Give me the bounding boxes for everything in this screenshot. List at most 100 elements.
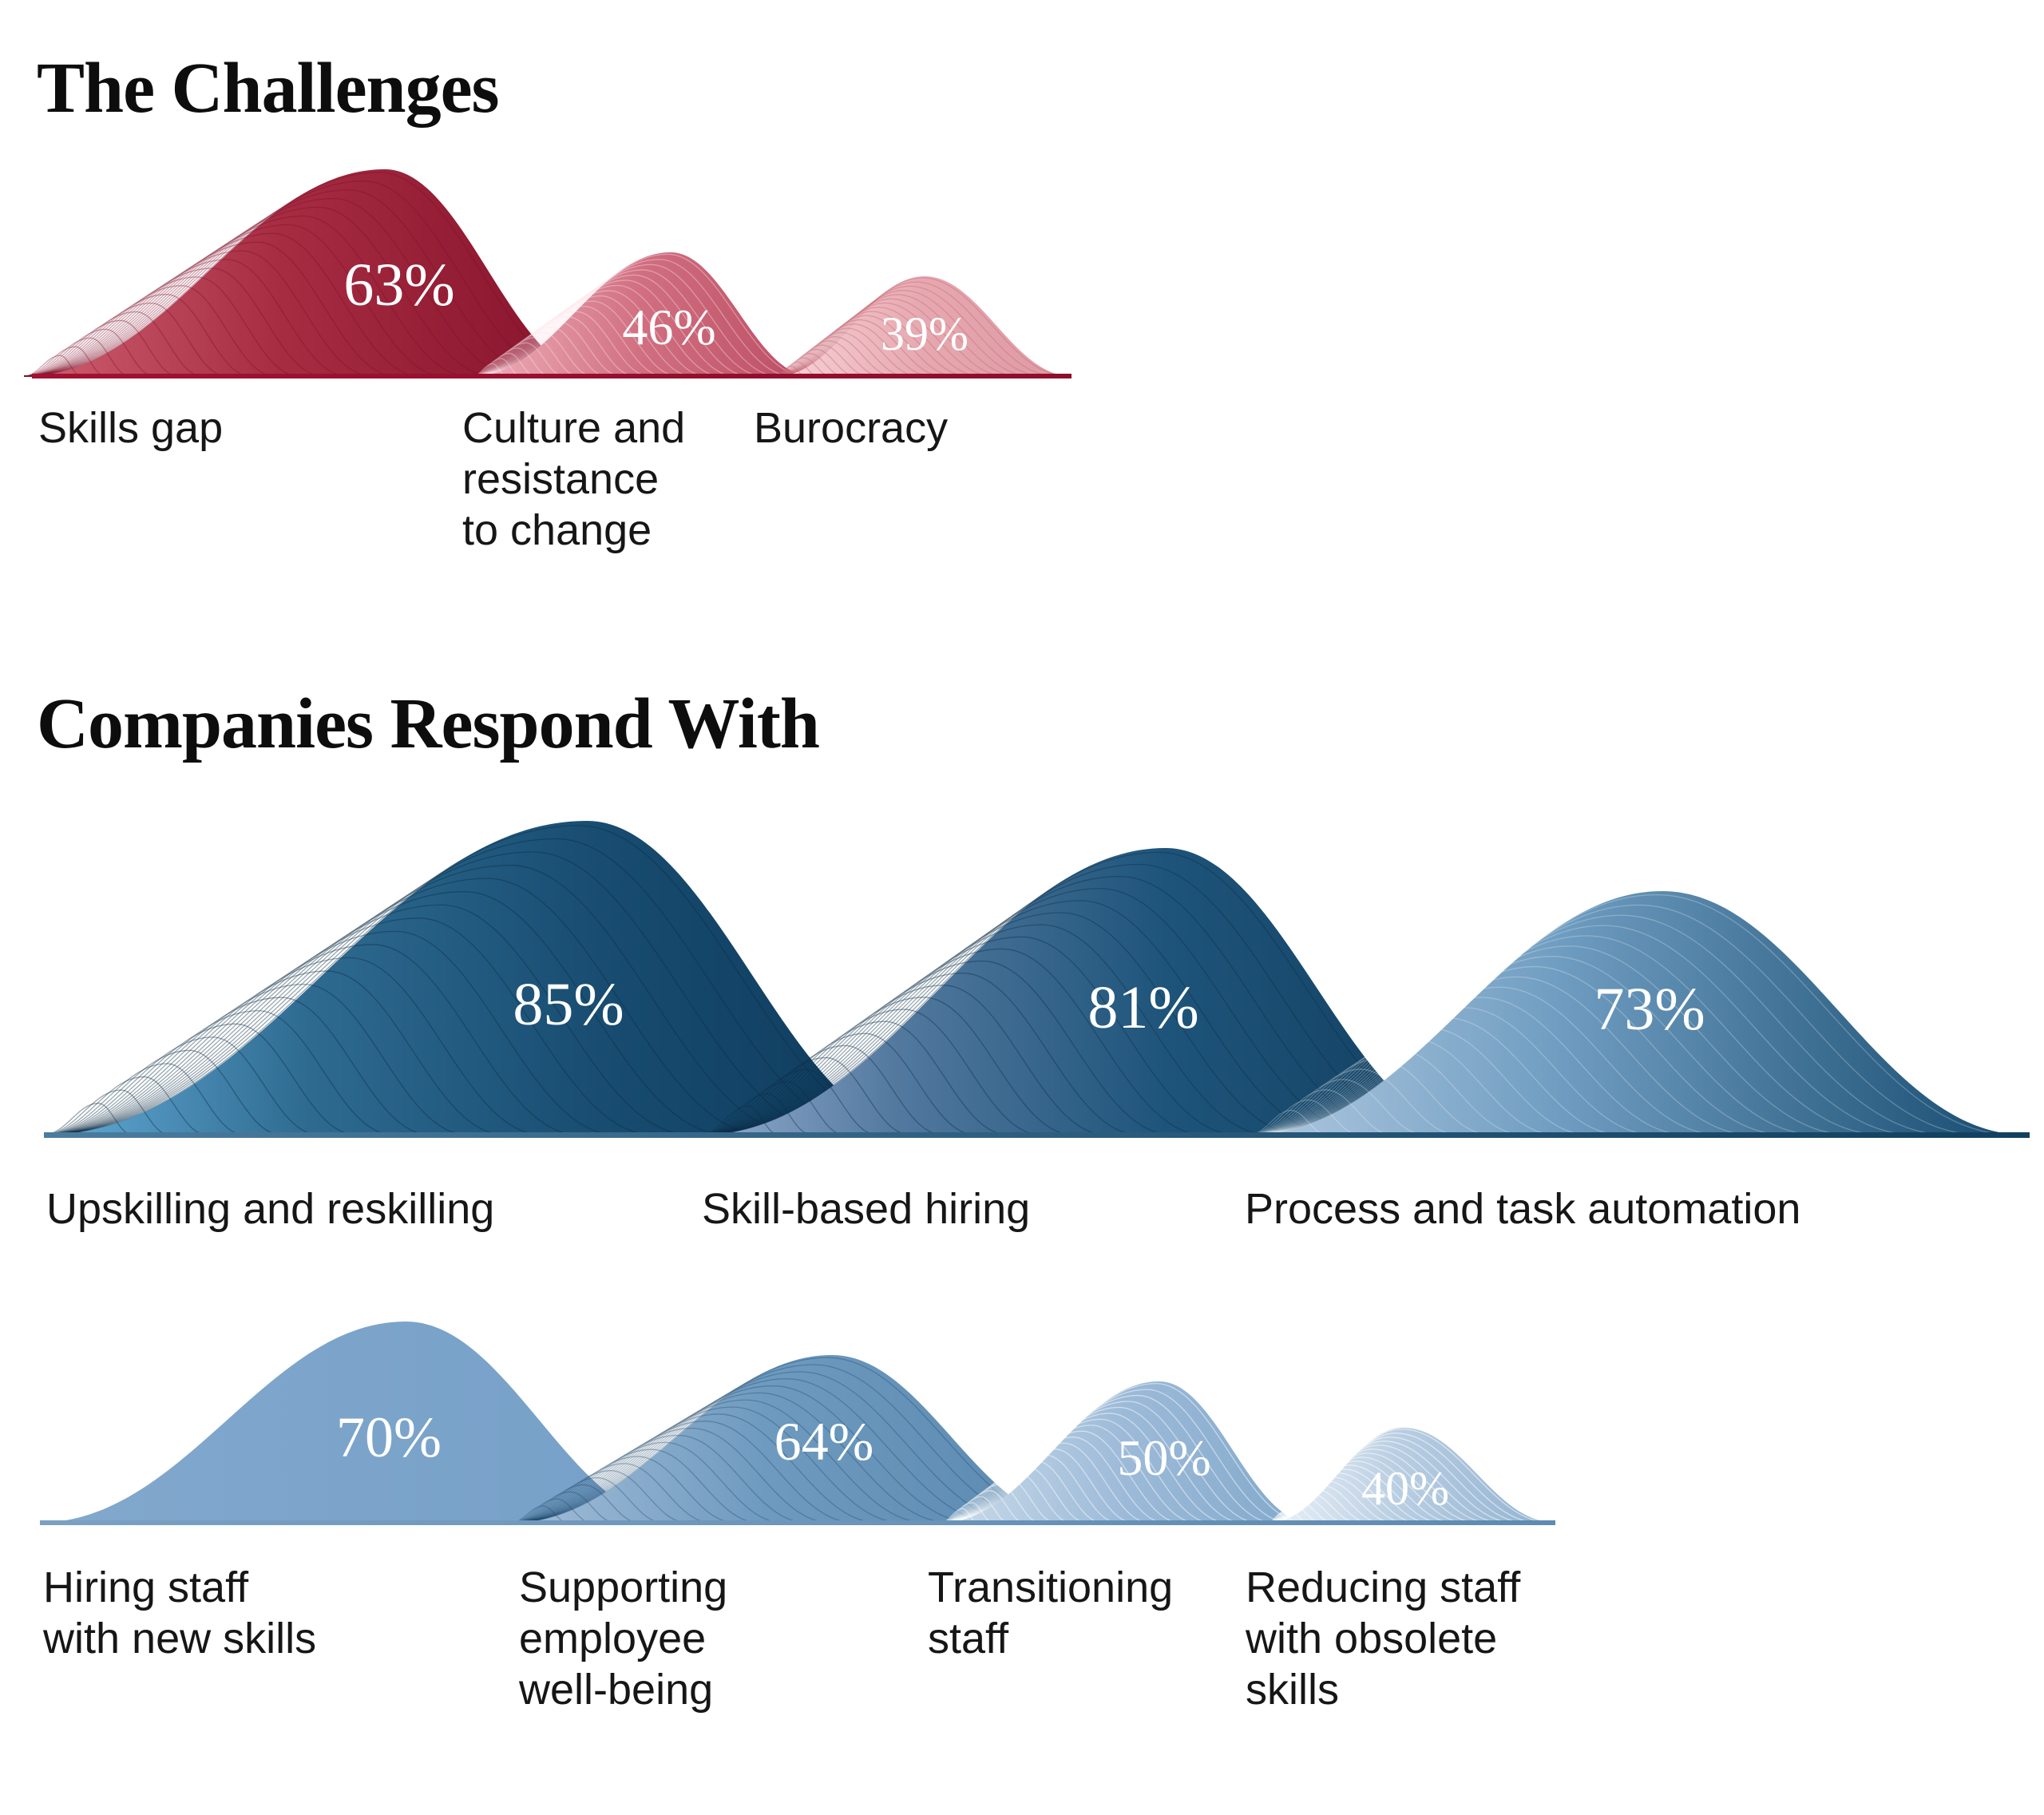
category-label-line: Upskilling and reskilling (46, 1185, 495, 1233)
hill-contour-line (24, 224, 444, 376)
hill-contour-line (701, 901, 1335, 1135)
hill-contour-line (511, 1464, 711, 1523)
hill-contour-line (473, 254, 806, 376)
chart-row-0: 63% 46% 39% (24, 169, 1072, 378)
hill-contour-line (776, 307, 980, 376)
hill-contour-line (473, 338, 578, 376)
category-label: Transitioning staff (928, 1562, 1173, 1664)
hill-contour-line (701, 1033, 975, 1135)
hill-contour-line (473, 264, 778, 376)
hill-contour-line (1250, 1111, 1327, 1135)
hill-contour-line (776, 320, 943, 376)
hill-contour-line (473, 270, 763, 376)
hill-area-64 (511, 1355, 1078, 1523)
hill-contour-line (44, 1037, 318, 1135)
hill-46 (473, 252, 811, 376)
hill-contour-line (941, 1461, 1103, 1523)
hill-contour-line (511, 1400, 926, 1523)
hill-contour-line (44, 945, 578, 1135)
hill-contour-line (44, 878, 764, 1135)
hill-81 (701, 848, 1477, 1135)
hill-contour-line (24, 233, 419, 376)
hill-contour-line (44, 1050, 281, 1135)
hill-contour-line (44, 892, 727, 1135)
hill-contour-line (511, 1436, 806, 1524)
hill-contour-line (776, 295, 1017, 376)
hill-contour-line (701, 925, 1270, 1135)
hill-contour-line (701, 961, 1171, 1135)
hill-contour-line (473, 343, 564, 376)
hill-contour-line (511, 1499, 592, 1523)
hill-contour-line (1250, 895, 2012, 1135)
hill-contour-line (24, 251, 371, 376)
hill-area-70 (38, 1322, 680, 1523)
hill-contour-line (701, 1106, 778, 1135)
hill-contour-line (473, 291, 707, 376)
hill-contour-line (941, 1455, 1118, 1523)
value-label-73: 73% (1594, 976, 1705, 1043)
hill-contour-line (776, 303, 992, 376)
chart-row-1: 85% 81% 73% (44, 821, 2030, 1138)
hill-contour-line (941, 1443, 1149, 1523)
hill-contour-line (1250, 997, 1686, 1135)
hill-contour-line (24, 172, 588, 376)
hill-contour-line (511, 1421, 854, 1523)
category-label: Burocracy (754, 402, 948, 454)
hill-contour-line (701, 997, 1073, 1135)
hill-contour-line (1250, 936, 1882, 1135)
hill-contour-line (24, 347, 105, 376)
hill-contour-line (1268, 1433, 1539, 1523)
hill-85 (44, 821, 926, 1135)
hill-contour-line (776, 291, 1030, 376)
hill-contour-line (701, 985, 1106, 1135)
hill-contour-line (511, 1442, 782, 1523)
section-title-responses: Companies Respond With (37, 684, 820, 763)
category-label: Reducing staff with obsolete skills (1246, 1562, 1520, 1715)
hill-contour-line (44, 971, 504, 1135)
hill-contour-line (1268, 1441, 1515, 1523)
value-label-50: 50% (1117, 1429, 1210, 1486)
hill-contour-line (1250, 1018, 1621, 1135)
hill-contour-line (473, 322, 620, 376)
hill-contour-line (701, 973, 1139, 1135)
hill-contour-line (473, 353, 535, 376)
hill-area-39 (776, 276, 1072, 376)
hill-contour-line (1250, 1059, 1490, 1135)
category-label-line: Supporting (519, 1563, 728, 1611)
value-label-85: 85% (513, 971, 624, 1038)
hill-contour-line (24, 329, 154, 376)
hill-contour-line (24, 286, 275, 376)
hill-40 (1268, 1428, 1555, 1523)
baseline (44, 1132, 2030, 1138)
hill-contour-line (473, 275, 749, 376)
hill-contour-line (1268, 1453, 1479, 1523)
category-label: Upskilling and reskilling (46, 1183, 494, 1234)
hill-contour-line (473, 286, 720, 376)
hill-contour-line (1250, 1039, 1555, 1135)
value-label-46: 46% (622, 299, 715, 355)
hill-contour-line (941, 1384, 1305, 1523)
hill-contour-line (24, 199, 516, 376)
hill-area-46 (473, 252, 811, 376)
hill-area-40 (1268, 1428, 1555, 1523)
hill-contour-line (44, 838, 876, 1135)
hill-contour-line (941, 1431, 1181, 1523)
hill-contour-line (473, 332, 592, 376)
hill-contour-line (511, 1393, 950, 1523)
hill-contour-line (1250, 1069, 1458, 1135)
hill-contour-line (1250, 1100, 1360, 1135)
hill-contour-line (44, 866, 802, 1135)
hill-39 (776, 276, 1072, 376)
hill-70 (38, 1322, 680, 1523)
hill-contour-line (701, 852, 1465, 1135)
hill-contour-line (1268, 1429, 1551, 1523)
section-title-challenges: The Challenges (37, 49, 500, 128)
hill-contour-line (941, 1401, 1258, 1523)
hill-contour-line (24, 320, 178, 376)
hill-contour-line (511, 1429, 830, 1523)
hill-contour-line (1250, 925, 1915, 1135)
hill-contour-line (24, 190, 541, 376)
hill-contour-line (1250, 957, 1816, 1135)
